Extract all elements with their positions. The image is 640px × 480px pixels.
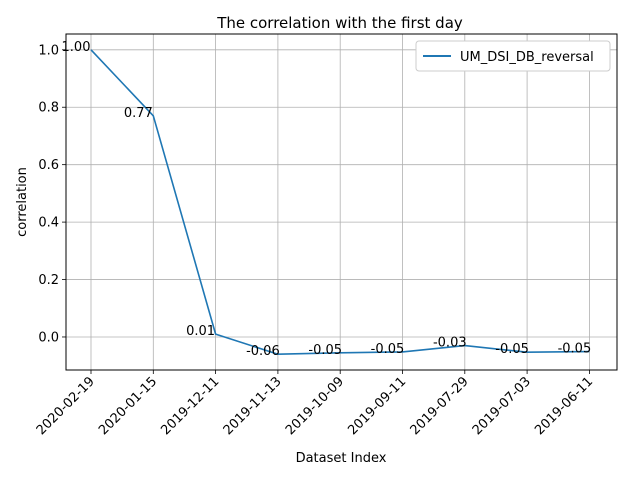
x-axis-label: Dataset Index [296,451,387,466]
x-tick-label: 2020-02-19 [34,374,98,438]
grid [66,34,617,370]
data-label: -0.05 [558,342,592,357]
y-tick-label: 1.0 [38,43,59,58]
x-tick-label: 2019-07-29 [408,374,472,438]
x-axis: 2020-02-192020-01-152019-12-112019-11-13… [34,370,596,438]
x-tick-label: 2019-06-11 [532,374,596,438]
data-label: 0.01 [186,324,215,339]
chart-title: The correlation with the first day [216,14,463,32]
data-label: -0.05 [495,342,529,357]
data-label: -0.05 [308,343,342,358]
x-tick-label: 2019-12-11 [158,374,222,438]
y-axis-label: correlation [15,167,30,237]
data-label: 1.00 [62,40,91,55]
data-label: 0.77 [124,106,153,121]
y-tick-label: 0.2 [38,273,59,288]
data-labels: 1.00 0.77 0.01 -0.06 -0.05 -0.05 -0.03 -0.05 -0.… [62,40,592,359]
x-tick-label: 2019-07-03 [470,374,534,438]
data-label: -0.03 [433,336,467,351]
y-axis: 0.0 0.2 0.4 0.6 0.8 1.0 [38,43,66,345]
y-tick-label: 0.4 [38,216,59,231]
data-label: -0.05 [371,342,405,357]
y-tick-label: 0.0 [38,330,59,345]
plot-frame [65,33,618,371]
legend: UM_DSI_DB_reversal [415,40,611,72]
data-label: -0.06 [246,344,280,359]
x-tick-label: 2019-11-13 [221,374,285,438]
y-tick-label: 0.6 [38,158,59,173]
series-group [90,49,590,356]
legend-label: UM_DSI_DB_reversal [460,50,594,65]
x-tick-label: 2020-01-15 [96,374,160,438]
y-tick-label: 0.8 [38,101,59,116]
x-tick-label: 2019-10-09 [283,374,347,438]
x-tick-label: 2019-09-11 [345,374,409,438]
legend-box [415,40,611,72]
series-line [90,49,590,356]
